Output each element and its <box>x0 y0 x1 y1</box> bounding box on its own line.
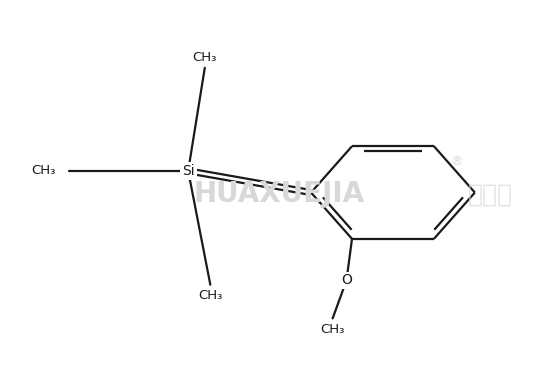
Text: CH₃: CH₃ <box>31 164 55 177</box>
Text: CH₃: CH₃ <box>320 323 345 336</box>
Text: CH₃: CH₃ <box>198 289 222 302</box>
Text: 化学加: 化学加 <box>467 182 512 206</box>
Text: O: O <box>341 273 352 287</box>
Text: Si: Si <box>182 164 195 178</box>
Text: HUAXUEJIA: HUAXUEJIA <box>194 180 365 208</box>
Text: CH₃: CH₃ <box>193 51 217 63</box>
Text: ®: ® <box>451 155 463 168</box>
